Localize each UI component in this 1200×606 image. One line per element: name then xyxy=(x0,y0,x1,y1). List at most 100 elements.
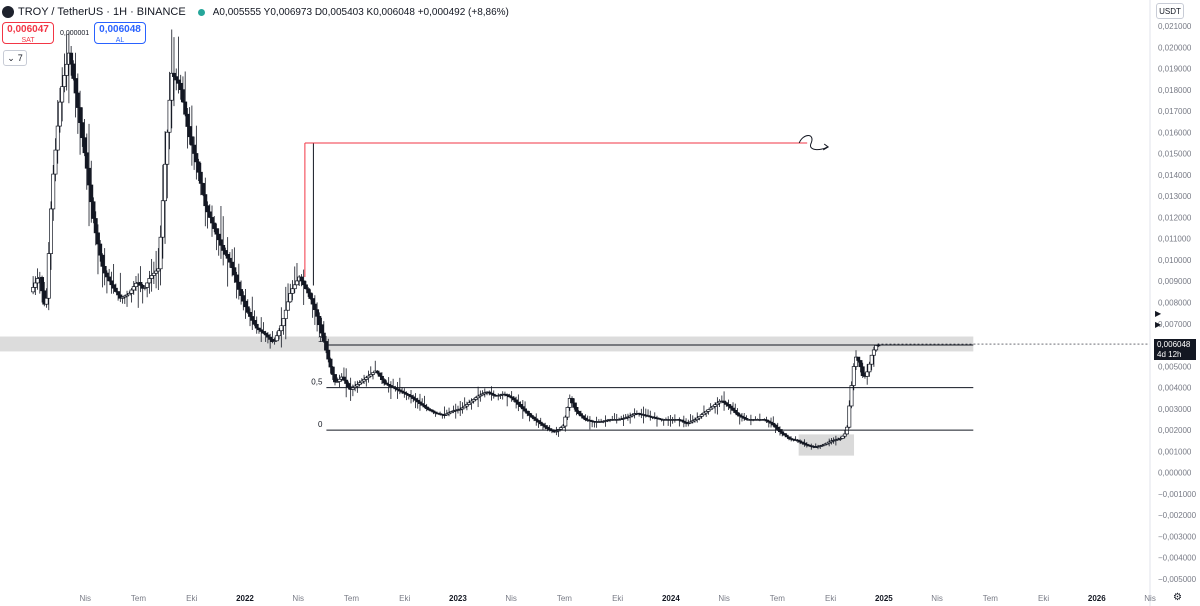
candle-body xyxy=(104,272,109,278)
candle-body xyxy=(286,301,290,311)
candle-body xyxy=(169,72,174,101)
candle-body xyxy=(563,416,568,427)
candle-body xyxy=(827,441,832,444)
symbol-title[interactable]: TROY / TetherUS · 1H · BINANCE xyxy=(18,6,186,18)
price-tick-label: 0,003000 xyxy=(1158,405,1192,414)
candle-body xyxy=(744,418,749,420)
fib-level-label: 0,5 xyxy=(311,378,323,387)
candle-body xyxy=(527,412,532,416)
candle-body xyxy=(482,392,487,395)
candle-body xyxy=(196,161,201,173)
candle-body xyxy=(780,431,785,434)
candle-body xyxy=(138,282,143,286)
candle-body xyxy=(858,360,863,368)
indicators-toggle-button[interactable]: ⌄ 7 xyxy=(3,50,27,66)
time-tick-label: 2022 xyxy=(236,594,254,603)
candle-body xyxy=(317,315,322,326)
candle-body xyxy=(359,380,364,384)
candle-body xyxy=(180,89,185,103)
price-tick-label: 0,021000 xyxy=(1158,22,1192,31)
time-tick-label: Eki xyxy=(1038,594,1049,603)
candle-body xyxy=(89,184,94,203)
candle-body xyxy=(109,280,114,286)
price-axis[interactable]: 0,021000 0,020000 0,019000 0,018000 0,017000… xyxy=(1158,22,1197,584)
candle-body xyxy=(388,385,393,387)
candle-body xyxy=(274,335,279,342)
time-tick-label: Nis xyxy=(1144,594,1156,603)
annotation-layer: 10,50 xyxy=(304,134,1150,431)
price-tick-label: 0,014000 xyxy=(1158,171,1192,180)
candle-body xyxy=(471,399,476,402)
time-tick-label: 2025 xyxy=(875,594,893,603)
candle-body xyxy=(167,99,172,133)
time-axis[interactable]: Nis Tem Eki 2022 Nis Tem Eki 2023 Nis Tem Eki 2024 N… xyxy=(79,594,1155,603)
candle-body xyxy=(60,86,65,103)
candle-body xyxy=(134,282,138,288)
candle-body xyxy=(310,298,315,305)
candle-body xyxy=(413,398,418,401)
candle-body xyxy=(257,327,261,331)
candle-body xyxy=(449,411,454,414)
buy-button[interactable]: 0,006048 AL xyxy=(94,22,146,44)
candle-body xyxy=(163,163,167,202)
candle-body xyxy=(733,409,738,413)
candle-body xyxy=(312,303,317,311)
support-zone xyxy=(0,336,974,352)
price-tick-label: 0,016000 xyxy=(1158,128,1192,137)
candle-body xyxy=(158,236,163,270)
price-tick-label: −0,003000 xyxy=(1158,532,1197,541)
candle-body xyxy=(299,276,304,282)
candle-body xyxy=(829,440,834,443)
candle-body xyxy=(64,63,69,76)
time-tick-label: Nis xyxy=(931,594,943,603)
candle-body xyxy=(509,396,514,399)
sell-button[interactable]: 0,006047 SAT xyxy=(2,22,54,44)
candle-body xyxy=(382,379,387,384)
candle-body xyxy=(514,399,519,403)
candle-body xyxy=(335,381,340,383)
price-tick-label: 0,015000 xyxy=(1158,150,1192,159)
alert-marker-icon: ▶ xyxy=(1155,309,1162,318)
candle-body xyxy=(869,354,874,365)
candle-body xyxy=(473,397,478,400)
candle-body xyxy=(357,382,362,385)
candle-body xyxy=(268,336,273,340)
candle-body xyxy=(210,217,214,224)
buy-label: AL xyxy=(115,37,125,44)
candle-body xyxy=(706,409,711,412)
candle-body xyxy=(478,394,483,397)
candle-body xyxy=(431,410,436,413)
candle-body xyxy=(769,421,773,424)
candle-body xyxy=(444,413,449,416)
price-tick-label: −0,001000 xyxy=(1158,490,1197,499)
candle-body xyxy=(538,421,543,425)
price-tick-label: 0,002000 xyxy=(1158,426,1192,435)
candle-body xyxy=(366,375,371,379)
price-tick-label: 0,012000 xyxy=(1158,213,1192,222)
price-tick-label: 0,019000 xyxy=(1158,65,1192,74)
candle-body xyxy=(854,356,858,367)
price-tick-label: 0,004000 xyxy=(1158,384,1192,393)
price-tick-label: 0,020000 xyxy=(1158,43,1192,52)
candle-body xyxy=(489,392,494,395)
price-tick-label: 0,018000 xyxy=(1158,86,1192,95)
candle-body xyxy=(84,152,89,169)
candle-body xyxy=(346,383,351,388)
candle-body xyxy=(871,349,876,356)
candle-body xyxy=(371,372,375,375)
candle-body xyxy=(227,257,232,263)
candle-body xyxy=(842,433,847,437)
candle-body xyxy=(205,205,210,213)
candle-body xyxy=(33,282,38,288)
candle-body xyxy=(259,329,264,332)
candle-body xyxy=(737,414,742,417)
fib-level-label: 0 xyxy=(318,420,323,429)
candle-body xyxy=(324,341,328,351)
candle-body xyxy=(69,52,74,65)
candle-body xyxy=(541,423,545,426)
currency-button[interactable]: USDT xyxy=(1156,3,1184,19)
candle-body xyxy=(219,239,223,246)
price-tick-label: 0,007000 xyxy=(1158,320,1192,329)
gear-icon[interactable]: ⚙ xyxy=(1173,592,1182,603)
